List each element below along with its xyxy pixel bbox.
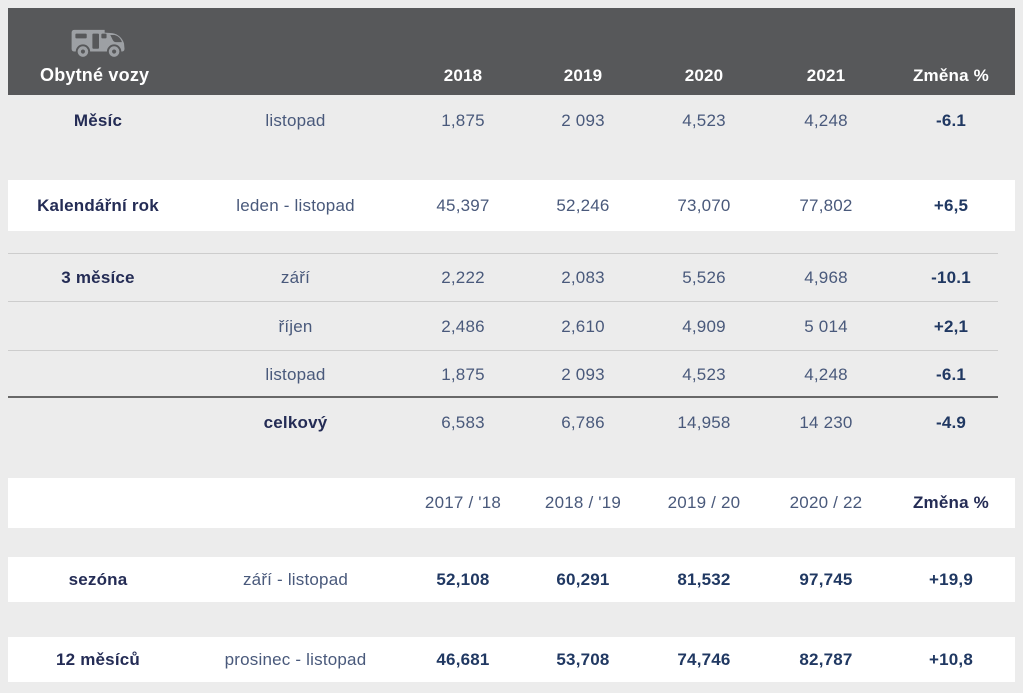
cell-value-2017-18: 46,681 <box>436 649 490 669</box>
cell-change: +2,1 <box>933 316 969 336</box>
column-header-2019-20: 2019 / 20 <box>667 493 741 512</box>
cell-category: 3 měsíce <box>61 267 135 287</box>
cell-value-2018-19: 60,291 <box>556 569 610 589</box>
cell-value-2021: 4,968 <box>804 267 848 287</box>
cell-value-2020: 5,526 <box>682 267 726 287</box>
motorhome-registrations-table: Obytné vozy 2018 2019 2020 2021 Změna % … <box>8 0 1015 682</box>
cell-value-2021: 77,802 <box>799 195 853 215</box>
spacer <box>8 146 1015 180</box>
season-header-row: 2017 / '18 2018 / '19 2019 / 20 2020 / 2… <box>8 478 1015 528</box>
column-header-2017-18: 2017 / '18 <box>424 493 502 512</box>
cell-value-2018: 6,583 <box>441 412 485 432</box>
spacer <box>8 528 1015 557</box>
cell-change: -10.1 <box>931 267 971 287</box>
column-header-2020: 2020 <box>684 65 724 85</box>
motorhome-icon <box>68 27 130 61</box>
cell-change: +10,8 <box>928 649 973 669</box>
column-header-2021: 2021 <box>806 65 846 85</box>
spacer <box>8 602 1015 637</box>
cell-value-2019-20: 81,532 <box>677 569 731 589</box>
cell-value-2020: 4,523 <box>682 364 726 384</box>
cell-value-2019: 2 093 <box>561 364 605 384</box>
row-3-mesice-rijen: říjen 2,486 2,610 4,909 5 014 +2,1 <box>8 302 1015 351</box>
column-header-change: Změna % <box>912 493 990 512</box>
cell-value-2018: 1,875 <box>441 110 485 130</box>
cell-category: sezóna <box>68 569 128 589</box>
cell-value-2018-19: 53,708 <box>556 649 610 669</box>
cell-value-2020: 14,958 <box>677 412 731 432</box>
row-sezona: sezóna září - listopad 52,108 60,291 81,… <box>8 557 1015 602</box>
cell-value-2021: 4,248 <box>804 364 848 384</box>
cell-period: leden - listopad <box>236 195 355 215</box>
cell-value-2019-20: 74,746 <box>677 649 731 669</box>
column-header-2020-22: 2020 / 22 <box>789 493 863 512</box>
cell-value-2021: 4,248 <box>804 110 848 130</box>
header-columns: Obytné vozy 2018 2019 2020 2021 Změna % <box>8 65 1015 86</box>
row-mesic: Měsíc listopad 1,875 2 093 4,523 4,248 -… <box>8 95 1015 146</box>
cell-value-2019: 2,610 <box>561 316 605 336</box>
spacer <box>8 447 1015 478</box>
cell-value-2018: 2,486 <box>441 316 485 336</box>
cell-value-2018: 45,397 <box>436 195 490 215</box>
spacer <box>8 231 1015 253</box>
cell-value-2021: 14 230 <box>799 412 853 432</box>
column-header-2018: 2018 <box>443 65 483 85</box>
column-header-2019: 2019 <box>563 65 603 85</box>
cell-period: listopad <box>265 110 326 130</box>
cell-value-2019: 52,246 <box>556 195 610 215</box>
cell-value-2017-18: 52,108 <box>436 569 490 589</box>
cell-period: září - listopad <box>242 569 349 589</box>
cell-value-2021: 5 014 <box>804 316 848 336</box>
cell-change: +19,9 <box>928 569 973 589</box>
cell-category: 12 měsíců <box>55 649 141 669</box>
cell-change: -6.1 <box>935 364 967 384</box>
column-header-change: Změna % <box>912 65 990 85</box>
cell-period: listopad <box>265 364 326 384</box>
cell-change: -6.1 <box>935 110 967 130</box>
cell-value-2020: 73,070 <box>677 195 731 215</box>
row-kalendarni-rok: Kalendářní rok leden - listopad 45,397 5… <box>8 180 1015 231</box>
column-header-2018-19: 2018 / '19 <box>544 493 622 512</box>
cell-value-2020-22: 82,787 <box>799 649 853 669</box>
cell-value-2020: 4,909 <box>682 316 726 336</box>
cell-period: září <box>280 267 311 287</box>
row-3-mesice-celkovy: celkový 6,583 6,786 14,958 14 230 -4.9 <box>8 398 1015 447</box>
table-header: Obytné vozy 2018 2019 2020 2021 Změna % <box>8 8 1015 95</box>
cell-period: celkový <box>263 412 328 432</box>
page-title: Obytné vozy <box>40 65 150 85</box>
row-3-mesice-zari: 3 měsíce září 2,222 2,083 5,526 4,968 -1… <box>8 253 1015 302</box>
cell-change: +6,5 <box>933 195 969 215</box>
cell-value-2019: 6,786 <box>561 412 605 432</box>
cell-value-2020: 4,523 <box>682 110 726 130</box>
cell-value-2019: 2,083 <box>561 267 605 287</box>
cell-value-2018: 2,222 <box>441 267 485 287</box>
cell-value-2019: 2 093 <box>561 110 605 130</box>
cell-category: Kalendářní rok <box>37 195 159 215</box>
row-12-mesicu: 12 měsíců prosinec - listopad 46,681 53,… <box>8 637 1015 682</box>
row-3-mesice-listopad: listopad 1,875 2 093 4,523 4,248 -6.1 <box>8 351 1015 398</box>
cell-category: Měsíc <box>73 110 123 130</box>
cell-value-2018: 1,875 <box>441 364 485 384</box>
cell-change: -4.9 <box>935 412 967 432</box>
cell-value-2020-22: 97,745 <box>799 569 853 589</box>
cell-period: říjen <box>278 316 313 336</box>
cell-period: prosinec - listopad <box>224 649 367 669</box>
